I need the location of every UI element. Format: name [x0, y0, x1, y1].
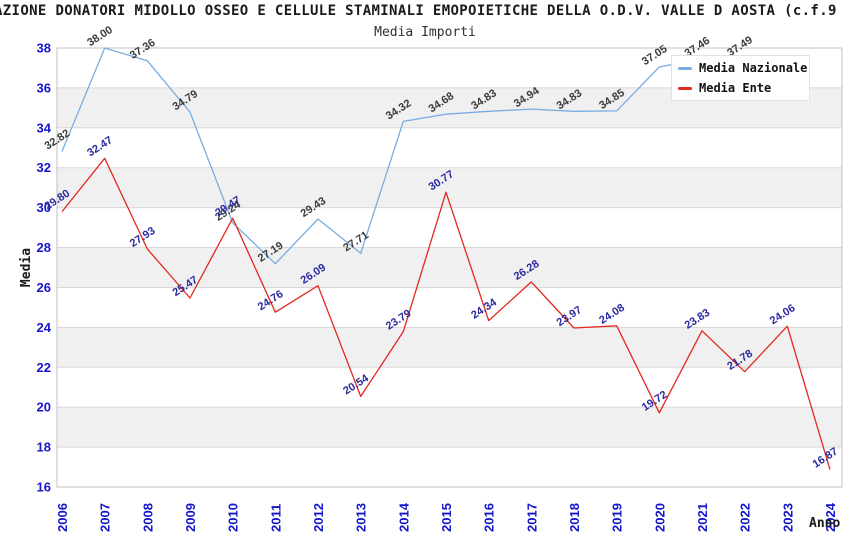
svg-text:24.08: 24.08	[597, 302, 627, 327]
svg-text:24: 24	[37, 320, 52, 335]
svg-text:38: 38	[37, 41, 51, 56]
svg-text:2023: 2023	[780, 503, 795, 532]
svg-text:2020: 2020	[652, 503, 667, 532]
svg-text:28: 28	[37, 240, 51, 255]
svg-text:2016: 2016	[482, 503, 497, 532]
svg-text:22: 22	[37, 360, 51, 375]
legend-line-sample-red-icon	[678, 86, 692, 90]
legend: Media Nazionale Media Ente	[671, 55, 810, 101]
svg-text:24.76: 24.76	[256, 288, 286, 313]
svg-text:24.06: 24.06	[768, 302, 798, 327]
svg-text:2022: 2022	[738, 503, 753, 532]
svg-text:18: 18	[37, 440, 51, 455]
y-tick-labels: 16 18 20 22 24 26 28 30 32 34 36 38	[37, 41, 52, 495]
chart-title: AZIONE DONATORI MIDOLLO OSSEO E CELLULE …	[0, 3, 837, 19]
svg-text:2013: 2013	[354, 503, 369, 532]
svg-text:2019: 2019	[610, 503, 625, 532]
svg-text:2015: 2015	[439, 503, 454, 532]
svg-text:20.54: 20.54	[341, 372, 371, 398]
svg-text:2008: 2008	[140, 503, 155, 532]
svg-text:2010: 2010	[226, 503, 241, 532]
x-axis-title: Anno	[809, 516, 840, 531]
svg-text:26: 26	[37, 280, 51, 295]
svg-text:2024: 2024	[823, 502, 838, 532]
svg-text:2009: 2009	[183, 503, 198, 532]
svg-text:24.34: 24.34	[469, 296, 499, 322]
chart-subtitle: Media Importi	[374, 25, 476, 40]
series-line-media-nazionale	[61, 47, 745, 265]
svg-text:23.97: 23.97	[555, 304, 585, 329]
series-line-media-ente	[61, 157, 831, 470]
legend-label: Media Ente	[699, 81, 772, 95]
svg-text:2012: 2012	[311, 503, 326, 532]
svg-text:2018: 2018	[567, 503, 582, 532]
legend-item-media-nazionale: Media Nazionale	[678, 61, 809, 75]
svg-text:34: 34	[37, 120, 52, 135]
svg-text:16: 16	[37, 480, 51, 495]
x-tick-labels: 2006 2007 2008 2009 2010 2011 2012 2013 2014 2015…	[55, 502, 838, 532]
svg-text:2021: 2021	[695, 503, 710, 532]
svg-text:37.36: 37.36	[128, 37, 158, 62]
svg-text:30: 30	[37, 200, 51, 215]
svg-text:38.00: 38.00	[85, 24, 115, 49]
svg-text:32: 32	[37, 160, 51, 175]
svg-text:2017: 2017	[524, 503, 539, 532]
svg-text:2014: 2014	[396, 502, 411, 532]
svg-text:32.47: 32.47	[85, 134, 115, 159]
svg-text:16.87: 16.87	[811, 446, 841, 471]
svg-text:2006: 2006	[55, 503, 70, 532]
svg-text:36: 36	[37, 80, 51, 95]
svg-text:27.93: 27.93	[128, 225, 158, 250]
grid-bands	[57, 87, 842, 448]
svg-text:37.05: 37.05	[640, 43, 670, 68]
svg-text:20: 20	[37, 400, 51, 415]
plot-border	[56, 47, 843, 488]
svg-text:2011: 2011	[268, 504, 283, 532]
legend-label: Media Nazionale	[699, 61, 808, 75]
legend-line-sample-blue-icon	[678, 66, 692, 70]
svg-text:2007: 2007	[98, 503, 113, 532]
legend-item-media-ente: Media Ente	[678, 81, 809, 95]
y-axis-title: Media	[19, 248, 34, 287]
